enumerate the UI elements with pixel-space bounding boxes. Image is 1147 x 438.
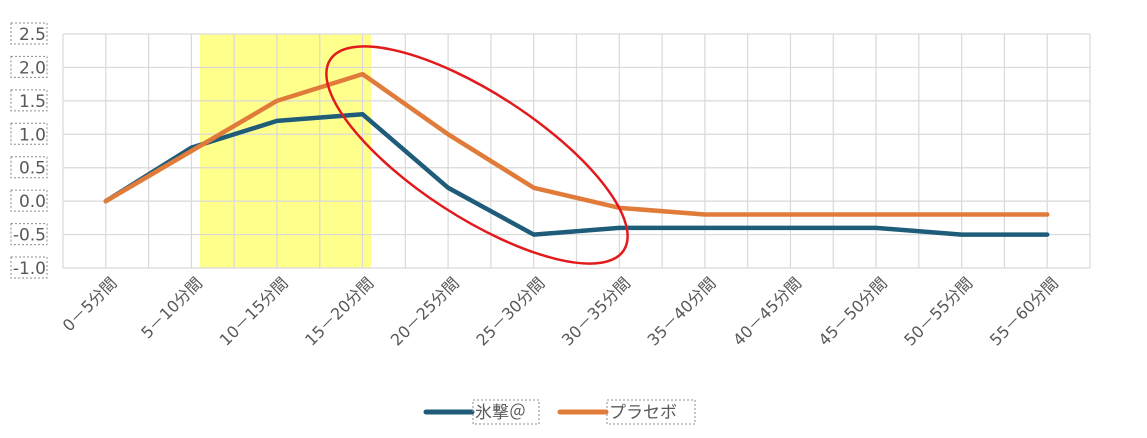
ytick-label: -0.5: [13, 226, 46, 246]
ytick-box: [10, 223, 48, 246]
xtick-label: 5－10分間: [137, 273, 206, 342]
legend-label: プラセボ: [609, 403, 677, 423]
ytick-label: 2.0: [19, 58, 46, 78]
legend-box: [472, 399, 540, 425]
ytick-label: 1.5: [19, 92, 46, 112]
ytick-label: -1.0: [13, 259, 46, 279]
xtick-label: 50－55分間: [900, 273, 976, 349]
xtick-label: 40－45分間: [729, 273, 805, 349]
xtick-label: 15－20分間: [301, 273, 377, 349]
xtick-label: 45－50分間: [815, 273, 891, 349]
ytick-box: [10, 55, 48, 78]
xtick-label: 20－25分間: [387, 273, 463, 349]
xtick-label: 30－35分間: [558, 273, 634, 349]
xtick-label: 35－40分間: [644, 273, 720, 349]
ytick-label: 1.0: [19, 125, 46, 145]
xtick-label: 10－15分間: [216, 273, 292, 349]
legend-label: 氷撃＠: [475, 403, 526, 423]
series-line-0: [103, 111, 1050, 237]
ytick-box: [10, 156, 48, 179]
series-line-1: [103, 71, 1050, 217]
ytick-box: [10, 122, 48, 145]
xtick-label: 25－30分間: [472, 273, 548, 349]
xtick-label: 55－60分間: [986, 273, 1062, 349]
highlight-band: [199, 34, 372, 268]
ytick-box: [10, 22, 48, 45]
annotation-ellipse: [325, 45, 629, 265]
ytick-box: [10, 89, 48, 112]
ytick-label: 2.5: [19, 25, 46, 45]
ytick-label: 0.0: [19, 192, 46, 212]
ytick-label: 0.5: [19, 159, 46, 179]
ytick-box: [10, 256, 48, 279]
legend-box: [606, 399, 696, 425]
xtick-label: 0－5分間: [59, 273, 121, 335]
ytick-box: [10, 189, 48, 212]
